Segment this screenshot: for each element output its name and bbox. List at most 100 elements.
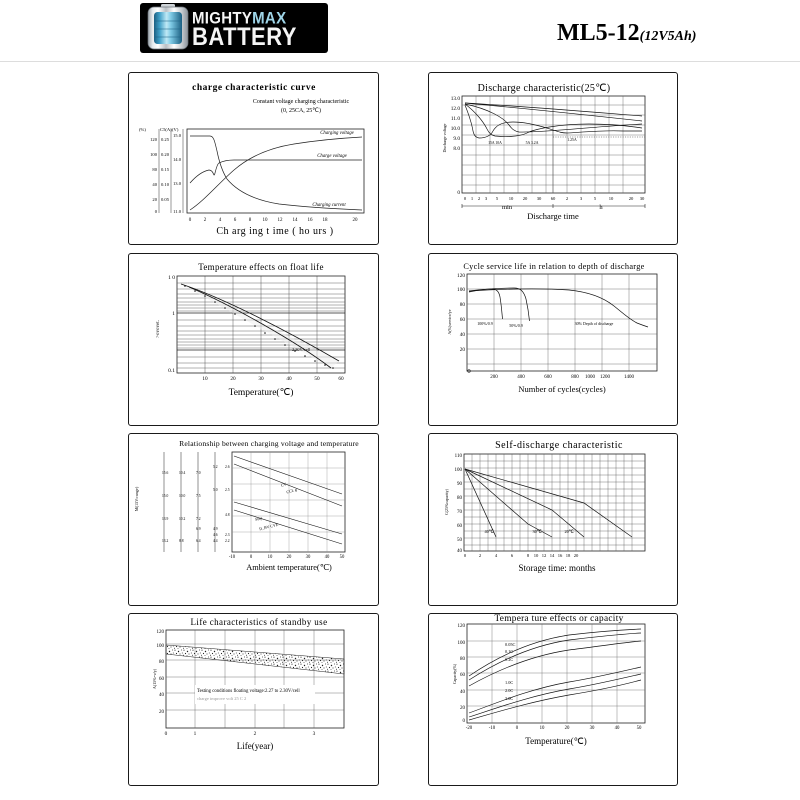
- svg-text:10.0: 10.0: [451, 126, 461, 132]
- svg-text:Number of cycles(cycles): Number of cycles(cycles): [518, 384, 605, 394]
- svg-text:10: 10: [540, 726, 545, 731]
- svg-text:Cycle service life in relation: Cycle service life in relation to depth …: [463, 262, 644, 271]
- svg-text:40: 40: [286, 376, 292, 382]
- svg-text:100: 100: [457, 287, 465, 293]
- svg-text:0.1: 0.1: [168, 368, 175, 374]
- svg-text:Ch arg ing t ime ( ho urs ): Ch arg ing t ime ( ho urs ): [216, 226, 333, 237]
- svg-text:0: 0: [464, 196, 467, 201]
- svg-text:5: 5: [594, 196, 597, 201]
- svg-text:2: 2: [254, 731, 257, 737]
- svg-text:20: 20: [574, 553, 579, 558]
- svg-text:Charge voltage: Charge voltage: [317, 154, 347, 159]
- svg-text:Charging current: Charging current: [312, 203, 346, 208]
- svg-text:Step: Step: [255, 515, 263, 522]
- svg-text:60: 60: [159, 677, 165, 682]
- svg-text:D_BV CVE: D_BV CVE: [259, 522, 280, 532]
- svg-text:6.4: 6.4: [196, 539, 201, 543]
- svg-text:0.05C: 0.05C: [505, 642, 516, 647]
- svg-text:0.25: 0.25: [161, 137, 170, 142]
- svg-text:100: 100: [157, 644, 165, 649]
- svg-text:9.0: 9.0: [453, 136, 460, 142]
- svg-text:10.0: 10.0: [179, 494, 185, 498]
- svg-text:20: 20: [460, 706, 466, 711]
- svg-text:110: 110: [455, 454, 463, 459]
- svg-text:12: 12: [278, 218, 284, 223]
- svg-text:2.2: 2.2: [225, 539, 230, 543]
- svg-text:14.0: 14.0: [173, 157, 182, 162]
- svg-text:40: 40: [615, 726, 620, 731]
- svg-text:15.0: 15.0: [173, 133, 182, 138]
- svg-text:100: 100: [455, 468, 463, 473]
- svg-text:15.0: 15.0: [162, 494, 168, 498]
- svg-text:4: 4: [495, 553, 498, 558]
- svg-text:C(25%capacity): C(25%capacity): [444, 488, 449, 515]
- svg-text:15A 10A: 15A 10A: [488, 141, 502, 145]
- svg-text:2: 2: [478, 196, 481, 201]
- svg-text:13.0: 13.0: [173, 181, 182, 186]
- svg-text:20: 20: [159, 710, 165, 715]
- svg-text:50: 50: [314, 376, 320, 382]
- svg-text:30: 30: [640, 196, 645, 201]
- svg-text:1: 1: [471, 196, 474, 201]
- svg-text:Temperature effects on float l: Temperature effects on float life: [198, 262, 324, 272]
- svg-text:>ovovet.: >ovovet.: [156, 320, 161, 338]
- svg-text:7.0: 7.0: [196, 471, 201, 475]
- svg-text:70: 70: [457, 510, 463, 515]
- svg-text:1: 1: [172, 311, 175, 317]
- svg-text:1: 1: [194, 731, 197, 737]
- svg-text:50%/0.9: 50%/0.9: [509, 323, 522, 328]
- svg-text:0: 0: [165, 731, 168, 737]
- svg-text:20: 20: [629, 196, 634, 201]
- svg-text:5A 3.2A: 5A 3.2A: [526, 141, 539, 145]
- svg-text:20: 20: [353, 218, 359, 223]
- svg-text:0: 0: [457, 190, 460, 196]
- svg-text:Discharge time: Discharge time: [527, 211, 579, 221]
- svg-text:30: 30: [306, 555, 311, 560]
- svg-text:2.3: 2.3: [225, 533, 230, 537]
- svg-text:600: 600: [544, 375, 552, 380]
- svg-text:13.0: 13.0: [451, 96, 461, 102]
- svg-text:10.4: 10.4: [179, 471, 185, 475]
- svg-text:Temperature(℃): Temperature(℃): [525, 736, 586, 746]
- svg-text:2.30V/cell: 2.30V/cell: [292, 347, 311, 352]
- svg-text:10: 10: [202, 376, 208, 382]
- svg-text:50: 50: [637, 726, 642, 731]
- svg-text:4.9: 4.9: [213, 527, 218, 531]
- svg-text:5.0: 5.0: [213, 488, 218, 492]
- svg-text:120: 120: [157, 630, 165, 635]
- svg-text:12.0: 12.0: [451, 106, 461, 112]
- svg-text:800: 800: [571, 375, 579, 380]
- svg-text:5: 5: [496, 196, 499, 201]
- svg-text:1.0C: 1.0C: [505, 680, 513, 685]
- svg-text:-10: -10: [489, 726, 496, 731]
- svg-text:30% Depth of discharge: 30% Depth of discharge: [575, 321, 614, 326]
- svg-text:1200: 1200: [600, 375, 611, 380]
- svg-text:30: 30: [258, 376, 264, 382]
- svg-text:1 0: 1 0: [168, 275, 175, 281]
- svg-text:0.10: 0.10: [161, 182, 170, 187]
- svg-text:2: 2: [566, 196, 569, 201]
- svg-text:3: 3: [313, 731, 316, 737]
- svg-text:30℃: 30℃: [532, 529, 541, 534]
- svg-text:18: 18: [323, 218, 329, 223]
- svg-text:0: 0: [250, 555, 253, 560]
- svg-text:100: 100: [458, 641, 466, 646]
- svg-text:4: 4: [219, 218, 222, 223]
- svg-text:1.25A: 1.25A: [567, 138, 577, 142]
- svg-text:0.15: 0.15: [161, 167, 170, 172]
- svg-text:6: 6: [511, 553, 514, 558]
- svg-text:Self-discharge characteristic: Self-discharge characteristic: [495, 440, 623, 451]
- svg-text:400: 400: [517, 375, 525, 380]
- svg-text:10: 10: [609, 196, 614, 201]
- svg-text:11.0: 11.0: [173, 209, 182, 214]
- svg-text:0: 0: [463, 719, 466, 724]
- svg-text:16: 16: [558, 553, 563, 558]
- svg-text:20: 20: [565, 726, 570, 731]
- svg-text:Life characteristics of standb: Life characteristics of standby use: [191, 617, 328, 627]
- svg-text:14: 14: [550, 553, 555, 558]
- svg-text:18: 18: [566, 553, 571, 558]
- svg-text:CV: CV: [280, 481, 287, 487]
- svg-text:40: 40: [325, 555, 330, 560]
- svg-text:13.9: 13.9: [162, 517, 168, 521]
- svg-text:1000: 1000: [585, 375, 596, 380]
